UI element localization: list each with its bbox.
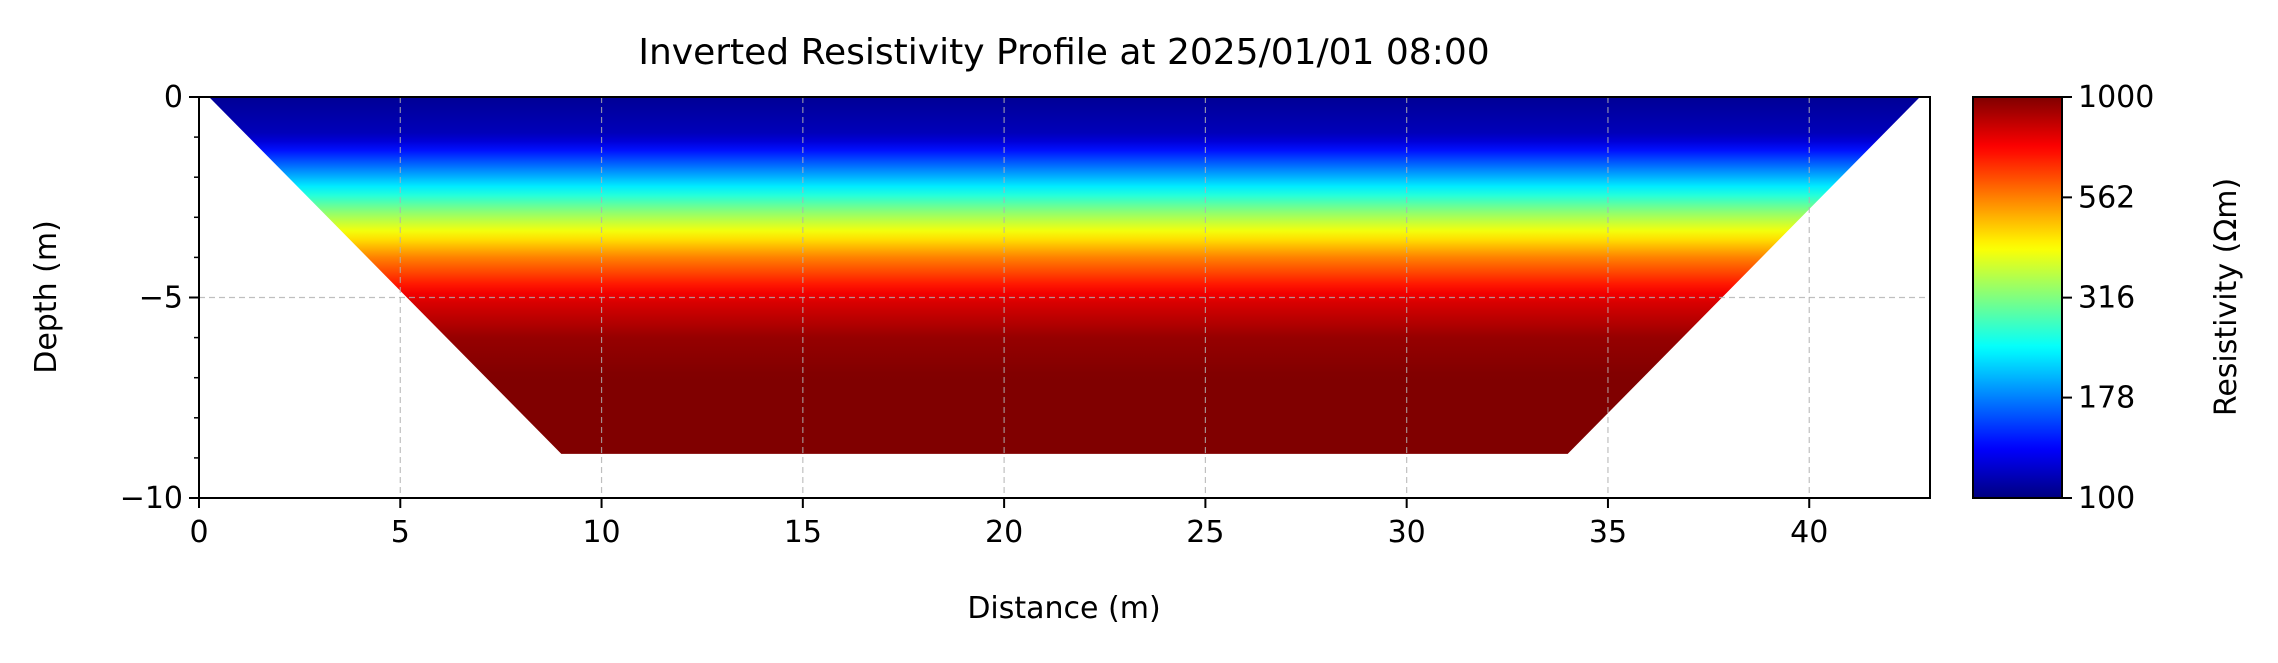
x-tick-label: 35 [1589,515,1627,550]
chart-title: Inverted Resistivity Profile at 2025/01/… [638,32,1489,73]
y-axis-label: Depth (m) [29,220,64,374]
resistivity-section [209,97,1920,454]
colorbar-tick-label: 1000 [2078,80,2154,115]
colorbar-tick-label: 562 [2078,180,2135,215]
colorbar-tick-label: 100 [2078,481,2135,516]
colorbar: 100 178 316 562 1000 [1972,80,2154,516]
x-tick-label: 5 [391,515,410,550]
y-tick-label: 0 [164,80,183,115]
x-tick-label: 20 [985,515,1023,550]
y-tick-label: −10 [120,481,183,516]
x-tick-label: 25 [1186,515,1224,550]
x-tick-label: 15 [784,515,822,550]
x-tick-label: 10 [582,515,620,550]
colorbar-tick-label: 178 [2078,381,2135,416]
plot-area: 0 5 10 15 20 25 30 35 40 0 −5 −10 [120,80,1931,550]
x-tick-label: 40 [1790,515,1828,550]
x-tick-label: 0 [189,515,208,550]
colorbar-gradient [1972,96,2063,499]
y-tick-label: −5 [139,281,183,316]
colorbar-label: Resistivity (Ωm) [2209,178,2244,416]
x-tick-label: 30 [1388,515,1426,550]
x-axis-label: Distance (m) [967,591,1160,626]
colorbar-tick-label: 316 [2078,281,2135,316]
